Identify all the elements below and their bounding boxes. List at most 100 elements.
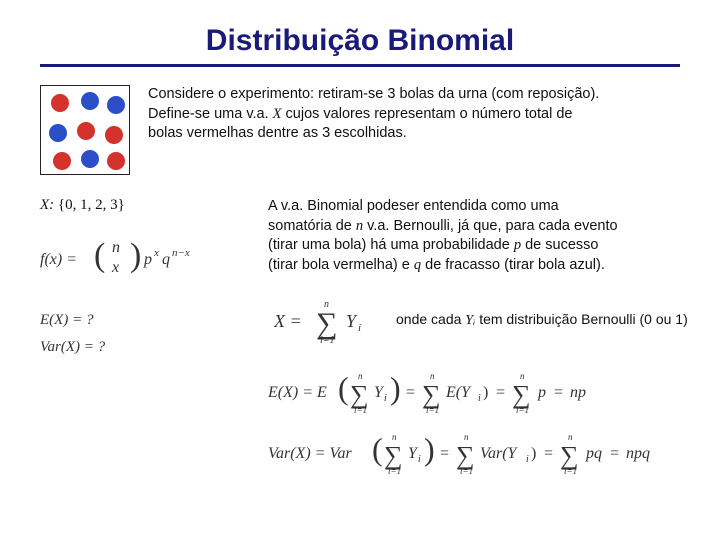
- intro-line-2a: Define-se uma v.a.: [148, 106, 273, 122]
- urn-ball: [49, 124, 67, 142]
- urn-ball: [107, 152, 125, 170]
- svg-text:i=1: i=1: [426, 405, 439, 415]
- svg-text:pq: pq: [585, 445, 602, 462]
- svg-text:E(X) = E: E(X) = E: [268, 384, 327, 401]
- svg-text:n: n: [520, 371, 525, 381]
- svg-text:i: i: [418, 454, 421, 465]
- pmf-svg: f(x) = ( ) n x p x q n−x: [40, 234, 220, 282]
- svg-text:x: x: [153, 247, 159, 259]
- intro-var-x: X: [273, 106, 282, 122]
- svg-text:np: np: [570, 384, 586, 401]
- pmf-x: x: [111, 259, 119, 276]
- urn-ball: [81, 92, 99, 110]
- svg-text:p: p: [143, 251, 152, 268]
- urn-ball: [51, 94, 69, 112]
- moments-block: E(X) = ? Var(X) = ?: [40, 307, 240, 361]
- svg-text:=: =: [496, 384, 505, 401]
- intro-line-2b: cujos valores representam o número total…: [282, 106, 573, 122]
- x-domain-value: {0, 1, 2, 3}: [58, 197, 125, 213]
- svg-text:): ): [390, 370, 401, 406]
- right-column: A v.a. Binomial podeser entendida como u…: [268, 197, 720, 484]
- svg-text:i: i: [358, 322, 361, 334]
- svg-text:n: n: [464, 432, 469, 442]
- svg-text:Var(X) = Var: Var(X) = Var: [268, 445, 352, 462]
- svg-text:npq: npq: [626, 445, 650, 462]
- svg-text:=: =: [544, 445, 553, 462]
- expected-value-q: E(X) = ?: [40, 307, 240, 334]
- svg-text:=: =: [440, 445, 449, 462]
- urn-ball: [81, 150, 99, 168]
- svg-text:i: i: [478, 393, 481, 404]
- svg-text:q: q: [162, 251, 170, 268]
- svg-text:n−x: n−x: [172, 247, 190, 259]
- sum-caption-y: Yᵢ: [465, 313, 475, 328]
- urn-ball: [105, 126, 123, 144]
- svg-text:): ): [531, 445, 536, 462]
- slide-title: Distribuição Binomial: [0, 0, 720, 64]
- svg-text:): ): [483, 384, 488, 401]
- svg-text:): ): [130, 237, 141, 274]
- left-column: X: {0, 1, 2, 3} f(x) = ( ) n x p x q n−x: [40, 197, 240, 361]
- explain-p3: (tirar uma bola) há uma probabilidade p …: [268, 236, 720, 256]
- svg-text:(: (: [338, 370, 349, 406]
- pmf-n: n: [112, 239, 120, 256]
- variance-derivation-svg: Var(X) = Var ( ∑ i=1 n Y i ) = ∑ i=1 n V…: [268, 424, 720, 478]
- pmf-formula: f(x) = ( ) n x p x q n−x: [40, 234, 240, 287]
- expectation-derivation-svg: E(X) = E ( ∑ i=1 n Y i ) = ∑ i=1 n E(Y i…: [268, 363, 698, 417]
- intro-line-3: bolas vermelhas dentre as 3 escolhidas.: [148, 124, 680, 144]
- content-row: X: {0, 1, 2, 3} f(x) = ( ) n x p x q n−x: [0, 175, 720, 484]
- svg-text:): ): [424, 431, 435, 467]
- urn-ball: [77, 122, 95, 140]
- svg-text:n: n: [324, 299, 329, 310]
- svg-text:i: i: [384, 393, 387, 404]
- intro-line-2: Define-se uma v.a. X cujos valores repre…: [148, 105, 680, 125]
- svg-text:E(Y: E(Y: [445, 384, 472, 401]
- svg-text:(: (: [372, 431, 383, 467]
- intro-row: Considere o experimento: retiram-se 3 bo…: [0, 85, 720, 175]
- variance-q: Var(X) = ?: [40, 334, 240, 361]
- urn-ball: [53, 152, 71, 170]
- svg-text:Y: Y: [346, 311, 358, 331]
- derivation-block: E(X) = E ( ∑ i=1 n Y i ) = ∑ i=1 n E(Y i…: [268, 363, 720, 484]
- svg-text:=: =: [554, 384, 563, 401]
- svg-text:Var(Y: Var(Y: [480, 445, 519, 462]
- title-underline: [40, 64, 680, 67]
- pmf-fx: f(x) =: [40, 251, 77, 268]
- svg-text:n: n: [430, 371, 435, 381]
- explain-p4a: (tirar bola vermelha) e: [268, 257, 414, 273]
- svg-text:X =: X =: [274, 311, 302, 331]
- explain-p3a: (tirar uma bola) há uma probabilidade: [268, 237, 514, 253]
- svg-text:i=1: i=1: [388, 466, 401, 476]
- sum-caption-a: onde cada: [396, 311, 465, 327]
- svg-text:i=1: i=1: [354, 405, 367, 415]
- svg-text:p: p: [537, 384, 546, 401]
- explain-p: p: [514, 237, 521, 253]
- x-domain-label: X:: [40, 197, 54, 213]
- sum-definition-row: X = ∑ i=1 n Y i onde cada Yᵢ tem distrib…: [274, 295, 720, 345]
- intro-line-1: Considere o experimento: retiram-se 3 bo…: [148, 85, 680, 105]
- intro-text: Considere o experimento: retiram-se 3 bo…: [148, 85, 680, 144]
- explain-p1: A v.a. Binomial podeser entendida como u…: [268, 197, 720, 217]
- svg-text:=: =: [406, 384, 415, 401]
- explain-p2a: somatória de: [268, 218, 356, 234]
- svg-text:i: i: [526, 454, 529, 465]
- sum-caption: onde cada Yᵢ tem distribuição Bernoulli …: [396, 310, 688, 331]
- explain-p3b: de sucesso: [521, 237, 598, 253]
- svg-text:i=1: i=1: [320, 335, 335, 345]
- svg-text:n: n: [392, 432, 397, 442]
- svg-text:i=1: i=1: [460, 466, 473, 476]
- sum-definition-svg: X = ∑ i=1 n Y i: [274, 295, 384, 345]
- explain-p2: somatória de n v.a. Bernoulli, já que, p…: [268, 217, 720, 237]
- svg-text:n: n: [568, 432, 573, 442]
- explain-p4b: de fracasso (tirar bola azul).: [421, 257, 605, 273]
- svg-text:i=1: i=1: [516, 405, 529, 415]
- explain-p4: (tirar bola vermelha) e q de fracasso (t…: [268, 256, 720, 276]
- sum-caption-b: tem distribuição Bernoulli (0 ou 1): [475, 311, 687, 327]
- urn-ball: [107, 96, 125, 114]
- svg-text:(: (: [94, 237, 105, 274]
- x-domain: X: {0, 1, 2, 3}: [40, 197, 240, 214]
- svg-text:n: n: [358, 371, 363, 381]
- explain-p2b: v.a. Bernoulli, já que, para cada evento: [363, 218, 617, 234]
- svg-text:i=1: i=1: [564, 466, 577, 476]
- svg-text:=: =: [610, 445, 619, 462]
